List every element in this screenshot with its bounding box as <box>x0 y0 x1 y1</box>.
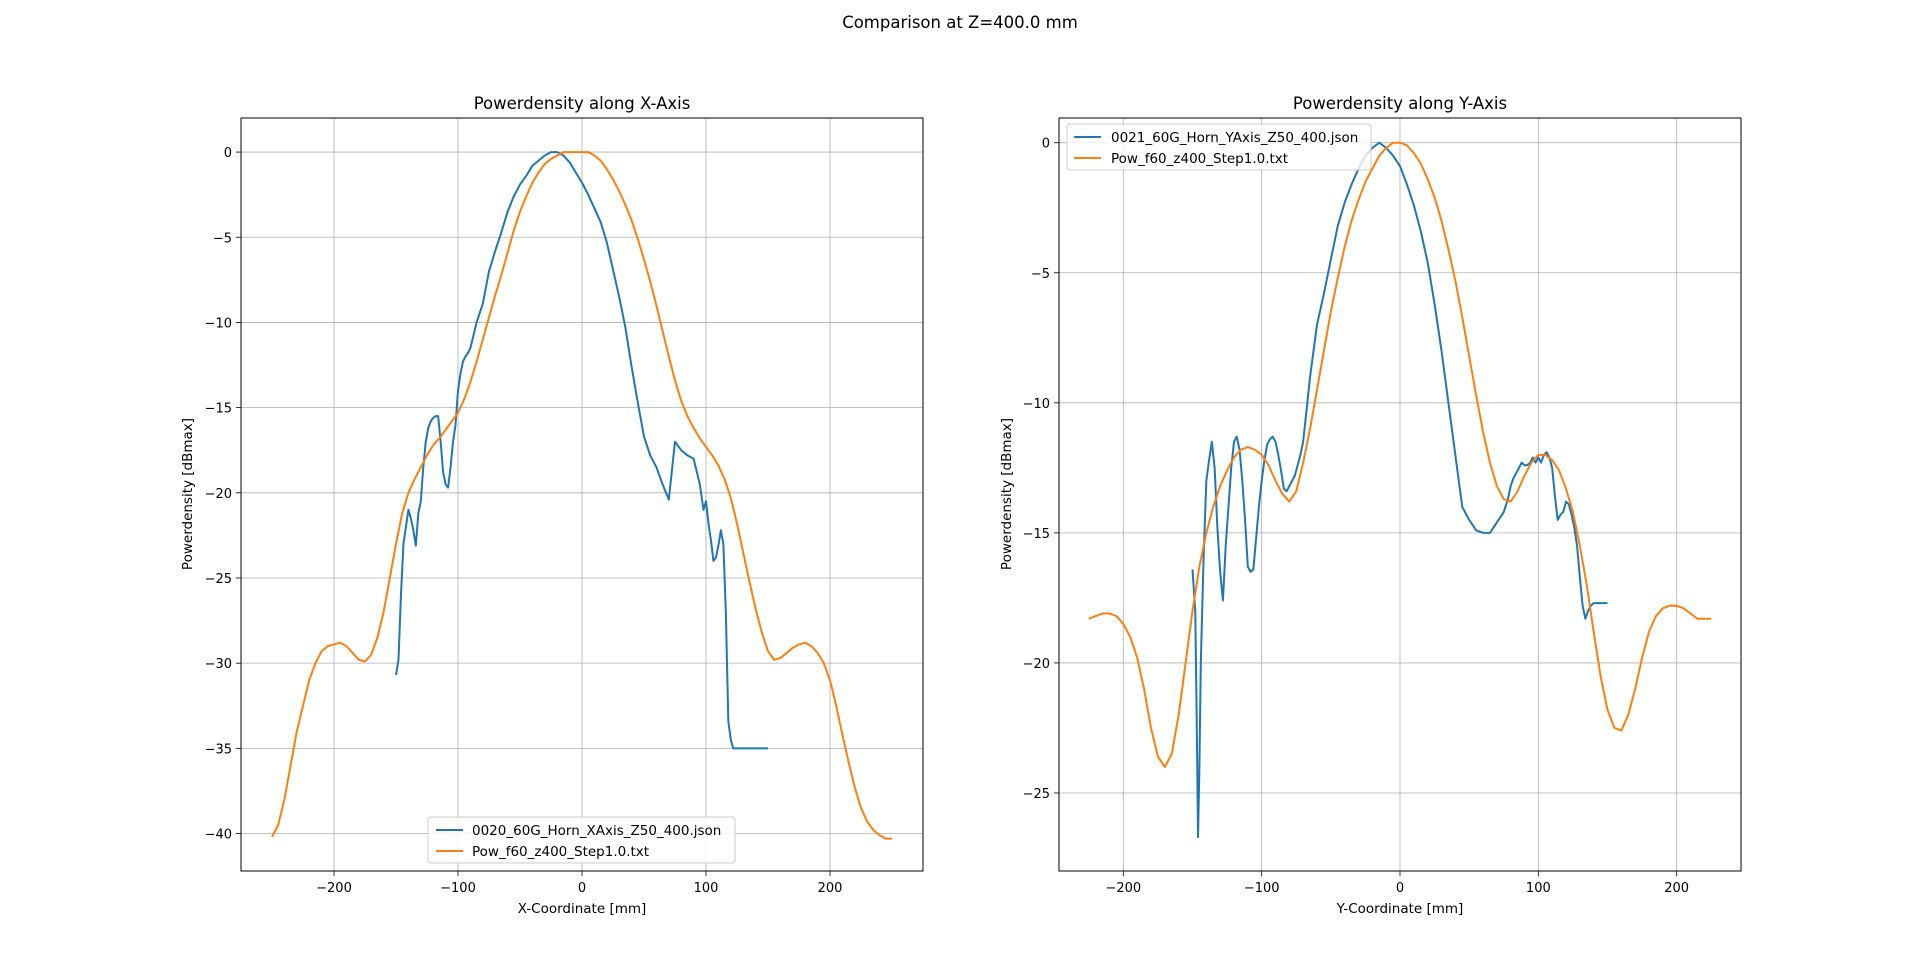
x-panel-legend: 0020_60G_Horn_XAxis_Z50_400.json Pow_f60… <box>427 816 736 864</box>
x-panel-legend-label-txt: Pow_f60_z400_Step1.0.txt <box>472 844 649 860</box>
y-panel-xlabel: Y-Coordinate [mm] <box>1336 901 1464 917</box>
figure-title: Comparison at Z=400.0 mm <box>842 13 1078 32</box>
y-panel-ytick-label: −20 <box>1023 657 1050 672</box>
x-panel-series <box>271 151 892 840</box>
y-panel-ticks: −200 −100 0 100 200 0 −5 −10 −15 −20 −25 <box>1023 137 1690 896</box>
x-panel-ylabel: Powerdensity [dBmax] <box>180 418 196 570</box>
y-panel-xtick-label: −100 <box>1244 881 1280 896</box>
x-panel-ytick-label: −25 <box>205 572 232 587</box>
y-panel-ytick-label: −15 <box>1023 527 1050 542</box>
y-panel-grid <box>1059 118 1741 871</box>
x-panel-ytick-label: −20 <box>205 487 232 502</box>
y-panel-legend-box <box>1066 123 1372 171</box>
x-panel-xtick-label: −100 <box>440 881 476 896</box>
x-panel-xtick-label: 200 <box>818 881 843 896</box>
x-panel-xtick-label: 0 <box>578 881 586 896</box>
y-panel-ytick-label: −10 <box>1023 397 1050 412</box>
x-panel-ytick-label: −15 <box>205 402 232 417</box>
x-panel-ytick-label: −10 <box>205 316 232 331</box>
x-axis-panel: −200 −100 0 100 2000−5−10−15−20−25−30−35−40 … <box>180 94 924 917</box>
x-panel-ytick-label: −30 <box>205 657 232 672</box>
y-axis-panel: −200 −100 0 100 200 0 −5 −10 −15 −20 −25 Powerdens… <box>999 94 1742 917</box>
x-panel-series-line-txt <box>271 151 892 840</box>
y-panel-legend-label-json: 0021_60G_Horn_YAxis_Z50_400.json <box>1111 130 1358 146</box>
y-panel-xtick-label: 200 <box>1664 881 1689 896</box>
y-panel-legend: 0021_60G_Horn_YAxis_Z50_400.json Pow_f60… <box>1066 123 1372 171</box>
x-panel-series-line-json <box>395 151 768 750</box>
x-panel-title: Powerdensity along X-Axis <box>474 94 691 113</box>
x-panel-legend-label-json: 0020_60G_Horn_XAxis_Z50_400.json <box>472 823 721 839</box>
y-panel-title: Powerdensity along Y-Axis <box>1293 94 1507 113</box>
x-panel-xtick-label: −200 <box>316 881 352 896</box>
y-panel-xtick-label: 0 <box>1396 881 1404 896</box>
x-panel-ytick-label: −40 <box>205 828 232 843</box>
y-panel-ytick-label: 0 <box>1042 137 1050 152</box>
y-panel-ytick-label: −25 <box>1023 787 1050 802</box>
x-panel-ytick-label: −35 <box>205 742 232 757</box>
x-panel-legend-box <box>427 816 736 864</box>
x-panel-ytick-label: 0 <box>224 146 232 161</box>
y-panel-xtick-label: −200 <box>1105 881 1141 896</box>
y-panel-series <box>1088 141 1712 839</box>
y-panel-xtick-label: 100 <box>1526 881 1551 896</box>
x-panel-xlabel: X-Coordinate [mm] <box>518 901 647 917</box>
y-panel-ytick-label: −5 <box>1031 267 1050 282</box>
x-panel-ytick-label: −5 <box>213 231 232 246</box>
x-panel-ticks: −200 −100 0 100 200 0 −5 −10 −15 −20 −25 −30 −35 −40 <box>205 146 843 896</box>
y-panel-ylabel: Powerdensity [dBmax] <box>999 418 1015 570</box>
y-panel-series-line-txt <box>1088 141 1712 768</box>
y-panel-legend-label-txt: Pow_f60_z400_Step1.0.txt <box>1111 151 1288 167</box>
x-panel-xtick-label: 100 <box>694 881 719 896</box>
